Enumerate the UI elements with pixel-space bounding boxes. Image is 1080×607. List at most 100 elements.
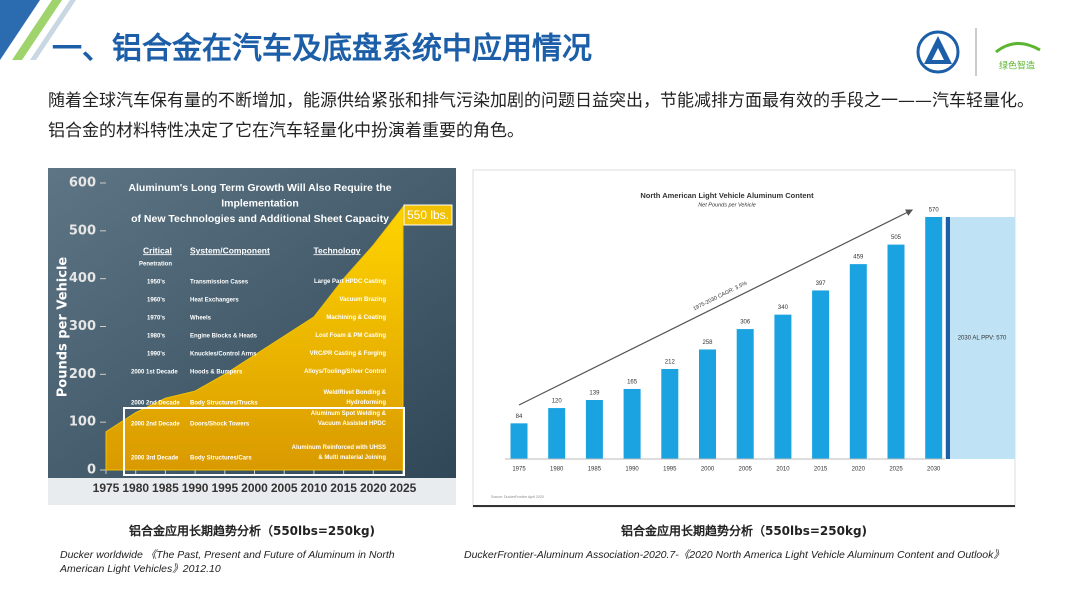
table-cell: Transmission Cases	[190, 280, 249, 286]
x-tick-label: 2000	[701, 467, 715, 473]
table-cell: 2000 1st Decade	[131, 370, 178, 376]
table-header: Technology	[313, 245, 360, 255]
table-cell: Lost Foam & PM Casting	[315, 333, 386, 339]
x-tick-label: 1990	[625, 467, 639, 473]
source: Ducker worldwide 《The Past, Present and …	[60, 549, 395, 575]
x-tick-label: 1975	[93, 481, 120, 495]
bar	[585, 399, 603, 459]
bar	[661, 368, 679, 459]
x-tick-label: 2030	[927, 467, 941, 473]
bar	[774, 314, 792, 459]
table-cell: Knuckles/Control Arms	[190, 352, 257, 358]
table-cell: Large Part HPDC Casting	[313, 279, 386, 285]
x-tick-label: 2005	[739, 467, 753, 473]
table-cell: Alloys/Tooling/Silver Control	[304, 369, 386, 375]
caption: 铝合金应用长期趋势分析（550lbs=250kg)	[620, 524, 868, 538]
bar	[623, 388, 641, 459]
logo	[932, 48, 944, 60]
value-label: 306	[740, 320, 751, 326]
table-cell: 1980's	[147, 334, 166, 340]
forecast-label: 2030 AL PPV: 570	[958, 336, 1007, 342]
table-header-note: Penetration	[139, 262, 172, 268]
source: DuckerFrontier-Aluminum Association-2020…	[464, 549, 1004, 561]
value-label: 165	[627, 380, 638, 386]
bar	[887, 244, 905, 459]
x-tick-label: 2025	[889, 467, 903, 473]
table-cell: Machining & Coating	[326, 315, 386, 321]
logo-text: 绿色智造	[999, 60, 1035, 72]
x-tick-label: 2010	[776, 467, 790, 473]
value-label: 120	[552, 399, 563, 405]
y-tick-label: 100	[69, 415, 96, 430]
deco	[12, 0, 62, 60]
table-cell: Aluminum Spot Welding & Vacuum Assisted …	[310, 411, 386, 427]
x-tick-label: 2005	[271, 481, 298, 495]
x-tick-label: 2015	[330, 481, 357, 495]
x-tick-label: 1995	[211, 481, 238, 495]
table-header: Critical	[143, 245, 172, 255]
chart-title: Aluminum's Long Term Growth Will Also Re…	[128, 182, 391, 194]
value-label: 459	[853, 255, 864, 261]
x-tick-label: 2020	[360, 481, 387, 495]
bar	[699, 349, 716, 459]
value-label: 258	[702, 340, 713, 346]
value-label: 84	[516, 414, 523, 420]
highlight-box	[123, 407, 405, 476]
logo	[916, 30, 960, 74]
caption: 铝合金应用长期趋势分析（550lbs=250kg)	[128, 524, 376, 538]
x-tick-label: 1980	[122, 481, 149, 495]
value-label: 505	[891, 235, 902, 241]
table-cell: Heat Exchangers	[190, 298, 239, 304]
bar	[510, 423, 528, 459]
value-label: 397	[816, 281, 827, 287]
logo	[995, 42, 1041, 54]
x-tick-label: 1980	[550, 467, 564, 473]
table-cell: Wheels	[190, 316, 212, 322]
chart-title: of New Technologies and Additional Sheet…	[131, 213, 389, 225]
forecast-divider	[946, 217, 950, 459]
table-cell: VRC/PR Casting & Forging	[309, 351, 386, 357]
table-cell: Aluminum Reinforced with UHSS & Multi ma…	[291, 445, 386, 461]
y-tick-label: 400	[69, 271, 96, 286]
trend-arrow	[518, 209, 914, 406]
x-tick-label: 1985	[152, 481, 179, 495]
table-cell: Body Structures/Trucks	[190, 401, 258, 407]
y-tick-label: 200	[69, 367, 96, 382]
chart-subtitle: Net Pounds per Vehicle	[698, 202, 756, 208]
y-tick-label: 300	[69, 319, 96, 334]
deco	[0, 0, 40, 60]
value-label: 340	[778, 305, 789, 311]
bar	[849, 264, 867, 459]
y-tick-label: 500	[69, 223, 96, 238]
x-tick-label: 2025	[390, 481, 417, 495]
x-tick-label: 2010	[301, 481, 328, 495]
table-cell: Weld/Rivet Bonding & Hydroforming	[323, 390, 386, 406]
table-cell: 1950's	[147, 280, 166, 286]
x-tick-label: 2000	[241, 481, 268, 495]
x-tick-label: 1985	[588, 467, 602, 473]
chart-title: North American Light Vehicle Aluminum Co…	[640, 191, 814, 200]
value-label: 139	[589, 391, 600, 397]
source-note: Source: DuckerFrontier April 2020	[491, 495, 544, 499]
chart-title: Implementation	[221, 197, 299, 209]
y-tick-label: 0	[87, 463, 96, 478]
bar	[925, 217, 943, 459]
table-cell: 1990's	[147, 352, 166, 358]
slide-title: 一、铝合金在汽车及底盘系统中应用情况	[52, 32, 592, 67]
table-header: System/Component	[190, 245, 270, 255]
table-cell: 2000 2nd Decade	[131, 401, 180, 407]
forecast-region	[945, 217, 1015, 459]
x-tick-label: 2015	[814, 467, 828, 473]
table-cell: Doors/Shock Towers	[190, 422, 250, 428]
y-tick-label: 600	[69, 176, 96, 191]
value-label: 212	[665, 360, 676, 366]
annotation-box	[403, 204, 453, 226]
y-axis-label: Pounds per Vehicle	[56, 257, 71, 398]
x-tick-label: 1995	[663, 467, 677, 473]
table-cell: Hoods & Bumpers	[190, 370, 243, 376]
bar	[812, 290, 830, 459]
bar	[736, 329, 754, 459]
bar	[548, 408, 566, 459]
